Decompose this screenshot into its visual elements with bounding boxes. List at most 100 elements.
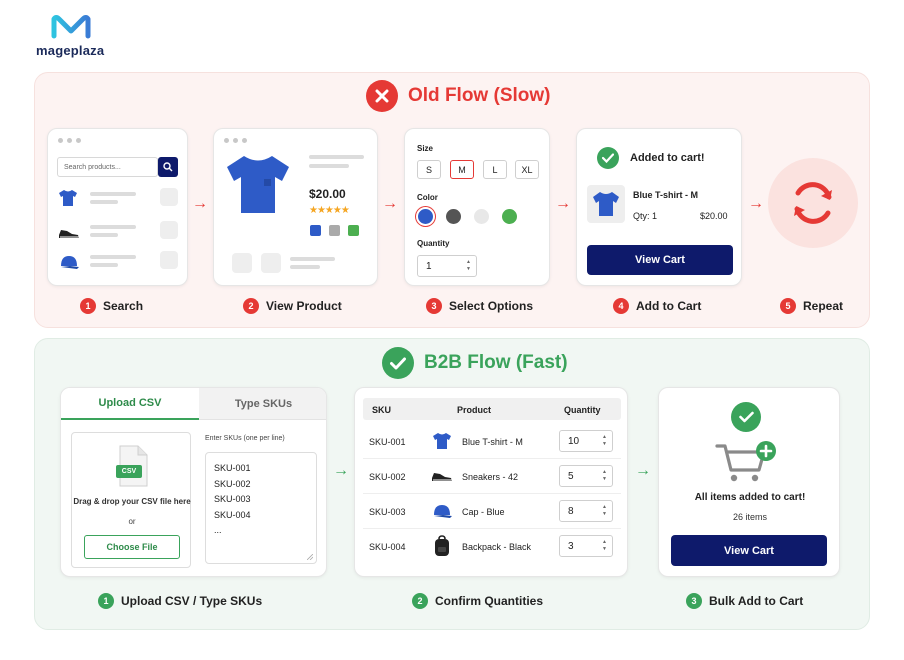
arrow-right-icon: → xyxy=(635,462,651,479)
size-xl[interactable]: XL xyxy=(515,160,539,179)
step-label: Bulk Add to Cart xyxy=(709,594,804,608)
result-cap-icon xyxy=(58,254,80,275)
brand-logo: mageplaza xyxy=(36,14,126,60)
rating-stars-icon: ★★★★★ xyxy=(309,205,350,216)
quantity-stepper[interactable]: 1 ▲ ▼ xyxy=(417,255,477,277)
cart-item-price: $20.00 xyxy=(700,211,728,221)
tab-upload-csv[interactable]: Upload CSV xyxy=(61,388,199,420)
options-card: Size S M L XL Color Quantity 1 ▲ ▼ xyxy=(404,128,550,286)
size-m[interactable]: M xyxy=(450,160,474,179)
result-tshirt-icon xyxy=(58,189,78,212)
tshirt-icon xyxy=(433,433,451,449)
check-circle-icon xyxy=(597,147,619,169)
resize-grip-icon[interactable] xyxy=(307,554,313,560)
x-circle-icon xyxy=(366,80,398,112)
quantity-value: 10 xyxy=(568,435,580,447)
old-step-5: 5 Repeat xyxy=(780,298,843,314)
arrow-right-icon: → xyxy=(382,195,398,212)
brand-name: mageplaza xyxy=(36,43,105,58)
row-sku: SKU-001 xyxy=(369,437,406,447)
old-step-2: 2 View Product xyxy=(243,298,342,314)
all-added-message: All items added to cart! xyxy=(694,492,806,503)
stepper-arrows-icon[interactable]: ▲ ▼ xyxy=(602,469,607,482)
b2b-flow-heading: B2B Flow (Fast) xyxy=(382,347,568,379)
item-count: 26 items xyxy=(732,512,767,522)
sku-line: SKU-004 xyxy=(214,509,251,520)
quantity-stepper[interactable]: 3 ▲ ▼ xyxy=(559,535,613,557)
step-number: 3 xyxy=(426,298,442,314)
sku-line: ... xyxy=(214,525,222,535)
old-step-1: 1 Search xyxy=(80,298,143,314)
old-flow-heading: Old Flow (Slow) xyxy=(366,80,550,112)
row-sku: SKU-002 xyxy=(369,472,406,482)
arrow-right-icon: → xyxy=(748,195,764,212)
row-sku: SKU-003 xyxy=(369,507,406,517)
size-s[interactable]: S xyxy=(417,160,441,179)
sku-textarea[interactable]: SKU-001 SKU-002 SKU-003 SKU-004 ... xyxy=(205,452,317,564)
b2b-step-1: 1 Upload CSV / Type SKUs xyxy=(98,593,262,609)
color-chip-gray[interactable] xyxy=(329,225,340,236)
tshirt-image xyxy=(224,153,292,220)
quantity-stepper[interactable]: 8 ▲ ▼ xyxy=(559,500,613,522)
bulk-view-cart-button[interactable]: View Cart xyxy=(671,535,827,566)
cart-item-tshirt-icon xyxy=(587,185,625,223)
stepper-arrows-icon[interactable]: ▲ ▼ xyxy=(602,504,607,517)
search-icon xyxy=(163,162,173,172)
quantity-stepper[interactable]: 5 ▲ ▼ xyxy=(559,465,613,487)
swatch-green[interactable] xyxy=(502,209,517,224)
sku-line: SKU-002 xyxy=(214,478,251,489)
sku-line: SKU-003 xyxy=(214,494,251,504)
color-chip-green[interactable] xyxy=(348,225,359,236)
step-number: 4 xyxy=(613,298,629,314)
row-product: Sneakers - 42 xyxy=(462,472,519,482)
quantity-value: 8 xyxy=(568,505,574,517)
search-input[interactable]: Search products... xyxy=(57,157,158,177)
old-step-3: 3 Select Options xyxy=(426,298,533,314)
color-chip-blue[interactable] xyxy=(310,225,321,236)
step-label: Search xyxy=(103,299,144,313)
row-product: Backpack - Black xyxy=(462,542,532,552)
csv-badge: CSV xyxy=(116,465,142,478)
backpack-icon xyxy=(435,535,449,556)
result-sneaker-icon xyxy=(58,226,80,244)
tab-type-skus[interactable]: Type SKUs xyxy=(199,388,326,420)
cart-item-qty: Qty: 1 xyxy=(633,211,658,221)
quantity-value: 3 xyxy=(568,540,574,552)
bulk-result-card: All items added to cart! 26 items View C… xyxy=(658,387,840,577)
step-label: Repeat xyxy=(803,299,844,313)
row-sku: SKU-004 xyxy=(369,542,406,552)
quantity-stepper[interactable]: 10 ▲ ▼ xyxy=(559,430,613,452)
search-card: Search products... xyxy=(47,128,188,286)
search-button[interactable] xyxy=(158,157,178,177)
cart-card: Added to cart! Blue T-shirt - M Qty: 1 $… xyxy=(576,128,742,286)
step-label: Upload CSV / Type SKUs xyxy=(121,594,263,608)
step-number: 5 xyxy=(780,298,796,314)
table-row: SKU-004 Backpack - Black 3 ▲ ▼ xyxy=(363,529,621,564)
step-label: Add to Cart xyxy=(636,299,702,313)
window-dots xyxy=(58,138,81,143)
view-cart-button[interactable]: View Cart xyxy=(587,245,733,275)
repeat-icon xyxy=(768,158,858,248)
choose-file-button[interactable]: Choose File xyxy=(84,535,180,559)
swatch-blue[interactable] xyxy=(418,209,433,224)
size-l[interactable]: L xyxy=(483,160,507,179)
stepper-arrows-icon[interactable]: ▲ ▼ xyxy=(602,539,607,552)
row-product: Blue T-shirt - M xyxy=(462,437,523,447)
csv-dropzone[interactable]: CSV Drag & drop your CSV file here or Ch… xyxy=(71,432,191,568)
product-price: $20.00 xyxy=(309,187,346,201)
upload-card: Upload CSV Type SKUs CSV Drag & drop you… xyxy=(60,387,327,577)
step-number: 2 xyxy=(243,298,259,314)
stepper-arrows-icon[interactable]: ▲ ▼ xyxy=(602,434,607,447)
swatch-dark-gray[interactable] xyxy=(446,209,461,224)
product-card: $20.00 ★★★★★ xyxy=(213,128,378,286)
step-label: View Product xyxy=(266,299,342,313)
old-step-4: 4 Add to Cart xyxy=(613,298,701,314)
step-label: Confirm Quantities xyxy=(435,594,544,608)
added-to-cart-text: Added to cart! xyxy=(630,152,705,164)
size-label: Size xyxy=(417,144,434,153)
stepper-arrows-icon[interactable]: ▲ ▼ xyxy=(466,259,471,272)
swatch-light-gray[interactable] xyxy=(474,209,489,224)
header-product: Product xyxy=(457,405,492,415)
logo-mark-icon xyxy=(51,15,91,39)
header-sku: SKU xyxy=(372,405,392,415)
